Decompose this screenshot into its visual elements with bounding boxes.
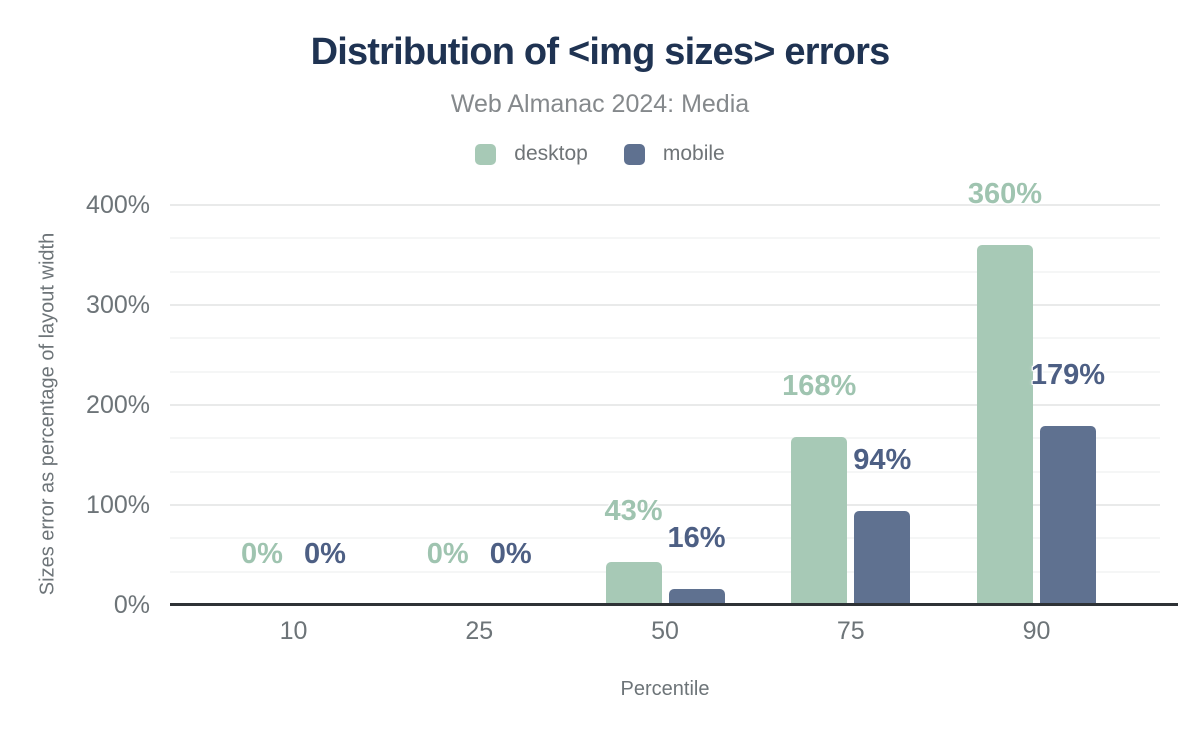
- y-tick-label-0: 0%: [113, 591, 150, 619]
- x-tick-label-90: 90: [1022, 617, 1051, 645]
- gridline-minor: [170, 237, 1160, 240]
- label-mobile-p90: 179%: [1030, 359, 1106, 391]
- y-tick-label-400: 400%: [86, 191, 150, 219]
- x-tick-label-50: 50: [651, 617, 679, 645]
- legend-swatch-desktop: [475, 143, 497, 165]
- bar-desktop-p50[interactable]: [605, 562, 662, 605]
- gridline-minor: [170, 337, 1160, 340]
- label-mobile-p25: 0%: [489, 538, 532, 570]
- gridline-minor: [170, 270, 1160, 273]
- x-axis-baseline: [170, 603, 1178, 606]
- bar-mobile-p75[interactable]: [854, 511, 911, 605]
- gridline-major-200: [170, 404, 1160, 406]
- gridline-major-300: [170, 304, 1160, 306]
- bar-mobile-p90[interactable]: [1040, 426, 1096, 605]
- plot-area: 0% 100% 200% 300% 400% 10 0% 0% 25 0% 0% 50 43% 16% 75…: [86, 180, 1178, 645]
- chart-subtitle: Web Almanac 2024: Media: [450, 90, 750, 118]
- x-tick-label-10: 10: [279, 617, 308, 645]
- chart-title: Distribution of <img sizes> errors: [310, 31, 891, 73]
- bar-desktop-p90[interactable]: [977, 245, 1033, 605]
- x-axis-title: Percentile: [620, 678, 710, 700]
- x-tick-label-25: 25: [465, 617, 494, 645]
- label-desktop-p50: 43%: [604, 495, 663, 527]
- legend-swatch-mobile: [623, 143, 645, 165]
- y-tick-label-100: 100%: [86, 491, 150, 519]
- legend-label-desktop: desktop: [514, 142, 588, 165]
- y-tick-label-300: 300%: [86, 291, 150, 319]
- label-desktop-p75: 168%: [782, 370, 857, 402]
- label-desktop-p10: 0%: [241, 538, 283, 570]
- x-tick-label-75: 75: [836, 617, 865, 645]
- label-desktop-p90: 360%: [967, 178, 1043, 210]
- legend-item-mobile: mobile: [623, 142, 725, 166]
- label-mobile-p75: 94%: [853, 444, 912, 476]
- y-tick-label-200: 200%: [86, 391, 150, 419]
- gridline-minor: [170, 370, 1160, 373]
- legend-label-mobile: mobile: [662, 142, 725, 165]
- label-desktop-p25: 0%: [426, 538, 469, 570]
- gridline-major-400: [170, 204, 1160, 206]
- gridline-minor: [170, 537, 1160, 540]
- gridline-minor: [170, 570, 1160, 573]
- gridline-major-100: [170, 504, 1160, 506]
- bar-desktop-p75[interactable]: [791, 437, 848, 605]
- label-mobile-p50: 16%: [667, 522, 726, 554]
- label-mobile-p10: 0%: [304, 538, 346, 570]
- bar-mobile-p50[interactable]: [668, 589, 725, 605]
- gridline-minor: [170, 437, 1160, 440]
- legend-item-desktop: desktop: [475, 142, 588, 166]
- gridline-minor: [170, 470, 1160, 473]
- legend: desktop mobile: [0, 142, 1200, 166]
